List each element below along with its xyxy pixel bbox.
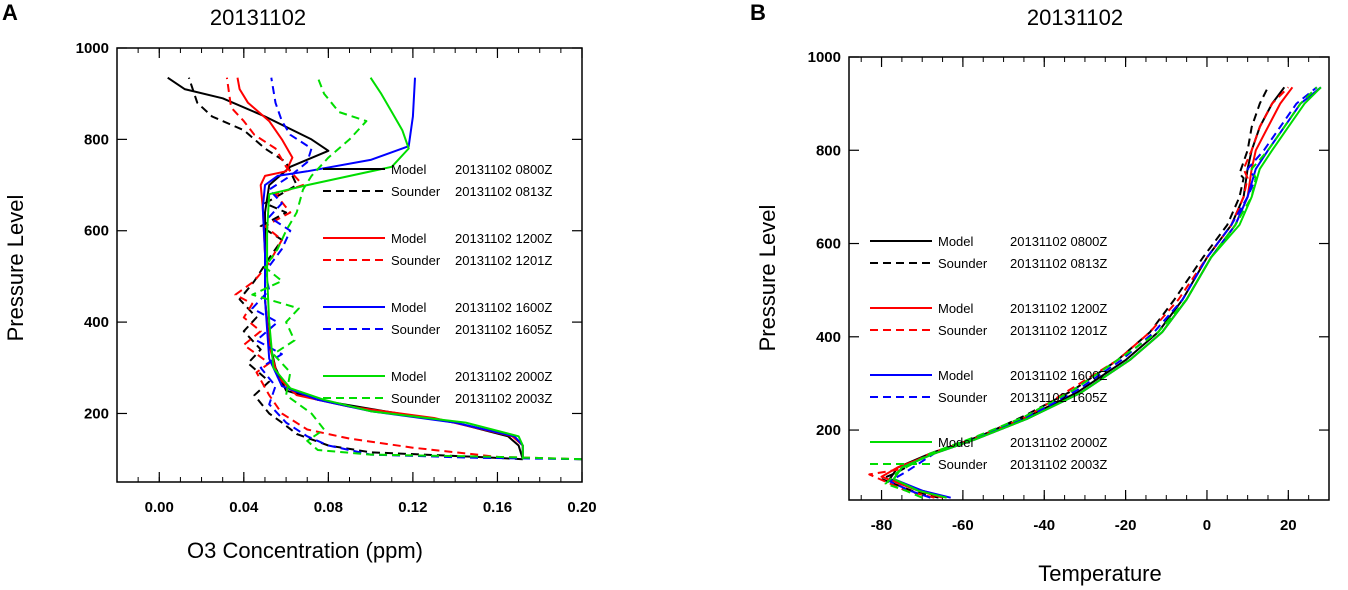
series-group-b	[868, 86, 1322, 499]
panel-b: B 20131102 Temperature Pressure Level -8…	[750, 0, 1330, 586]
legend-label: 20131102 1600Z	[1010, 368, 1107, 383]
legend-label: Model	[938, 368, 974, 383]
series-line	[261, 77, 524, 460]
legend-label: Model	[391, 300, 427, 315]
plot-frame-b	[848, 56, 1330, 501]
y-axis-title-a: Pressure Level	[3, 195, 28, 342]
series-line	[187, 77, 523, 461]
x-tick-label: 0.00	[145, 499, 174, 516]
panel-letter-b: B	[750, 0, 766, 25]
y-tick-label: 600	[84, 223, 109, 240]
y-tick-label: 200	[84, 405, 109, 422]
x-tick-label: -20	[1115, 517, 1137, 534]
series-line	[225, 77, 583, 461]
legend-label: Model	[938, 435, 974, 450]
legend-label: Sounder	[391, 391, 441, 406]
legend-label: Model	[391, 231, 427, 246]
legend-label: 20131102 1200Z	[455, 231, 552, 246]
series-line	[880, 86, 1269, 499]
x-tick-label: 0	[1203, 517, 1211, 534]
legend-label: Sounder	[938, 457, 988, 472]
y-tick-label: 400	[84, 314, 109, 331]
legend-label: 20131102 2003Z	[455, 391, 552, 406]
legend-label: 20131102 0813Z	[455, 184, 552, 199]
panel-a: A 20131102 O3 Concentration (ppm) Pressu…	[2, 0, 597, 563]
series-line	[251, 77, 583, 461]
x-tick-label: 0.08	[314, 499, 343, 516]
series-line	[266, 77, 524, 460]
x-tick-label: -40	[1033, 517, 1055, 534]
legend-label: Model	[938, 234, 974, 249]
legend-label: 20131102 1201Z	[455, 253, 552, 268]
plot-frame-a	[116, 47, 583, 483]
series-line	[251, 77, 583, 461]
legend-label: 20131102 1605Z	[455, 322, 552, 337]
legend-label: Model	[391, 162, 427, 177]
y-tick-label: 200	[816, 422, 841, 439]
legend-label: Sounder	[391, 253, 441, 268]
chart-title-a: 20131102	[210, 5, 306, 30]
y-axis-title-b: Pressure Level	[755, 205, 780, 352]
legend-label: 20131102 2000Z	[455, 369, 552, 384]
legend-label: Sounder	[938, 323, 988, 338]
x-tick-label: -60	[952, 517, 974, 534]
series-line	[888, 86, 1318, 499]
legend-label: 20131102 0813Z	[1010, 256, 1107, 271]
legend-label: Model	[391, 369, 427, 384]
x-tick-label: 20	[1280, 517, 1297, 534]
legend-label: Sounder	[391, 184, 441, 199]
x-tick-label: 0.12	[398, 499, 427, 516]
legend-label: Sounder	[938, 390, 988, 405]
legend-a: Model 20131102 0800Z Sounder 20131102 0813Z…	[323, 162, 552, 406]
legend-label: 20131102 0800Z	[1010, 234, 1107, 249]
x-axis-title-a: O3 Concentration (ppm)	[187, 538, 423, 563]
x-tick-label: -80	[871, 517, 893, 534]
y-tick-label: 400	[816, 329, 841, 346]
y-tick-label: 1000	[76, 40, 109, 57]
x-tick-label: 0.16	[483, 499, 512, 516]
x-tick-label: 0.04	[229, 499, 259, 516]
x-axis-title-b: Temperature	[1038, 561, 1162, 586]
series-line	[892, 86, 1322, 499]
panel-letter-a: A	[2, 0, 18, 25]
legend-label: Sounder	[391, 322, 441, 337]
legend-label: 20131102 2000Z	[1010, 435, 1107, 450]
legend-label: 20131102 1200Z	[1010, 301, 1107, 316]
legend-label: 20131102 0800Z	[455, 162, 552, 177]
y-tick-label: 800	[816, 142, 841, 159]
legend-label: 20131102 1600Z	[455, 300, 552, 315]
y-tick-label: 800	[84, 131, 109, 148]
legend-label: 20131102 1605Z	[1010, 390, 1107, 405]
chart-title-b: 20131102	[1027, 5, 1123, 30]
legend-label: Sounder	[938, 256, 988, 271]
y-tick-label: 1000	[808, 49, 841, 66]
series-group-a	[167, 76, 583, 461]
legend-label: 20131102 1201Z	[1010, 323, 1107, 338]
axis-ticks-b: -80 -60 -40 -20 0 20 200 400 600 800 1000	[808, 49, 1330, 534]
x-tick-label: 0.20	[567, 499, 596, 516]
legend-b: Model 20131102 0800Z Sounder 20131102 0813Z…	[870, 234, 1107, 472]
legend-label: 20131102 2003Z	[1010, 457, 1107, 472]
legend-label: Model	[938, 301, 974, 316]
y-tick-label: 600	[816, 236, 841, 253]
